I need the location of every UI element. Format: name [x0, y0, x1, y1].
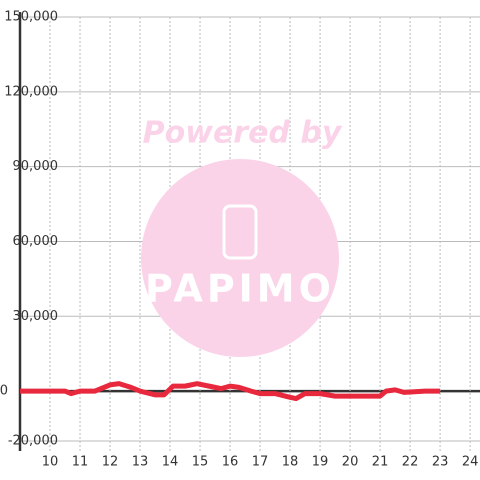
watermark-icon: [222, 204, 258, 260]
y-tick-label: 90,000: [13, 159, 59, 174]
y-tick-label: 120,000: [4, 84, 58, 99]
y-tick-label: 60,000: [13, 234, 59, 249]
y-tick-label: 150,000: [4, 10, 58, 25]
watermark-text: Powered by: [143, 116, 343, 151]
x-tick-label: 19: [312, 455, 329, 470]
x-tick-label: 16: [222, 455, 239, 470]
y-tick-label: 0: [0, 384, 8, 399]
x-tick-label: 18: [282, 455, 299, 470]
x-tick-label: 12: [102, 455, 119, 470]
x-tick-label: 10: [42, 455, 59, 470]
data-line: [20, 381, 441, 402]
x-tick-label: 20: [342, 455, 359, 470]
x-tick-label: 15: [192, 455, 209, 470]
x-tick-label: 24: [462, 455, 479, 470]
x-tick-label: 14: [162, 455, 179, 470]
y-tick-label: -20,000: [8, 434, 58, 449]
watermark-logo: PAPIMO: [145, 267, 335, 311]
y-tick-label: 30,000: [13, 309, 59, 324]
x-tick-label: 11: [72, 455, 89, 470]
x-tick-label: 17: [252, 455, 269, 470]
x-tick-label: 21: [372, 455, 389, 470]
x-tick-label: 13: [132, 455, 149, 470]
x-tick-label: 23: [432, 455, 449, 470]
x-tick-label: 22: [402, 455, 419, 470]
